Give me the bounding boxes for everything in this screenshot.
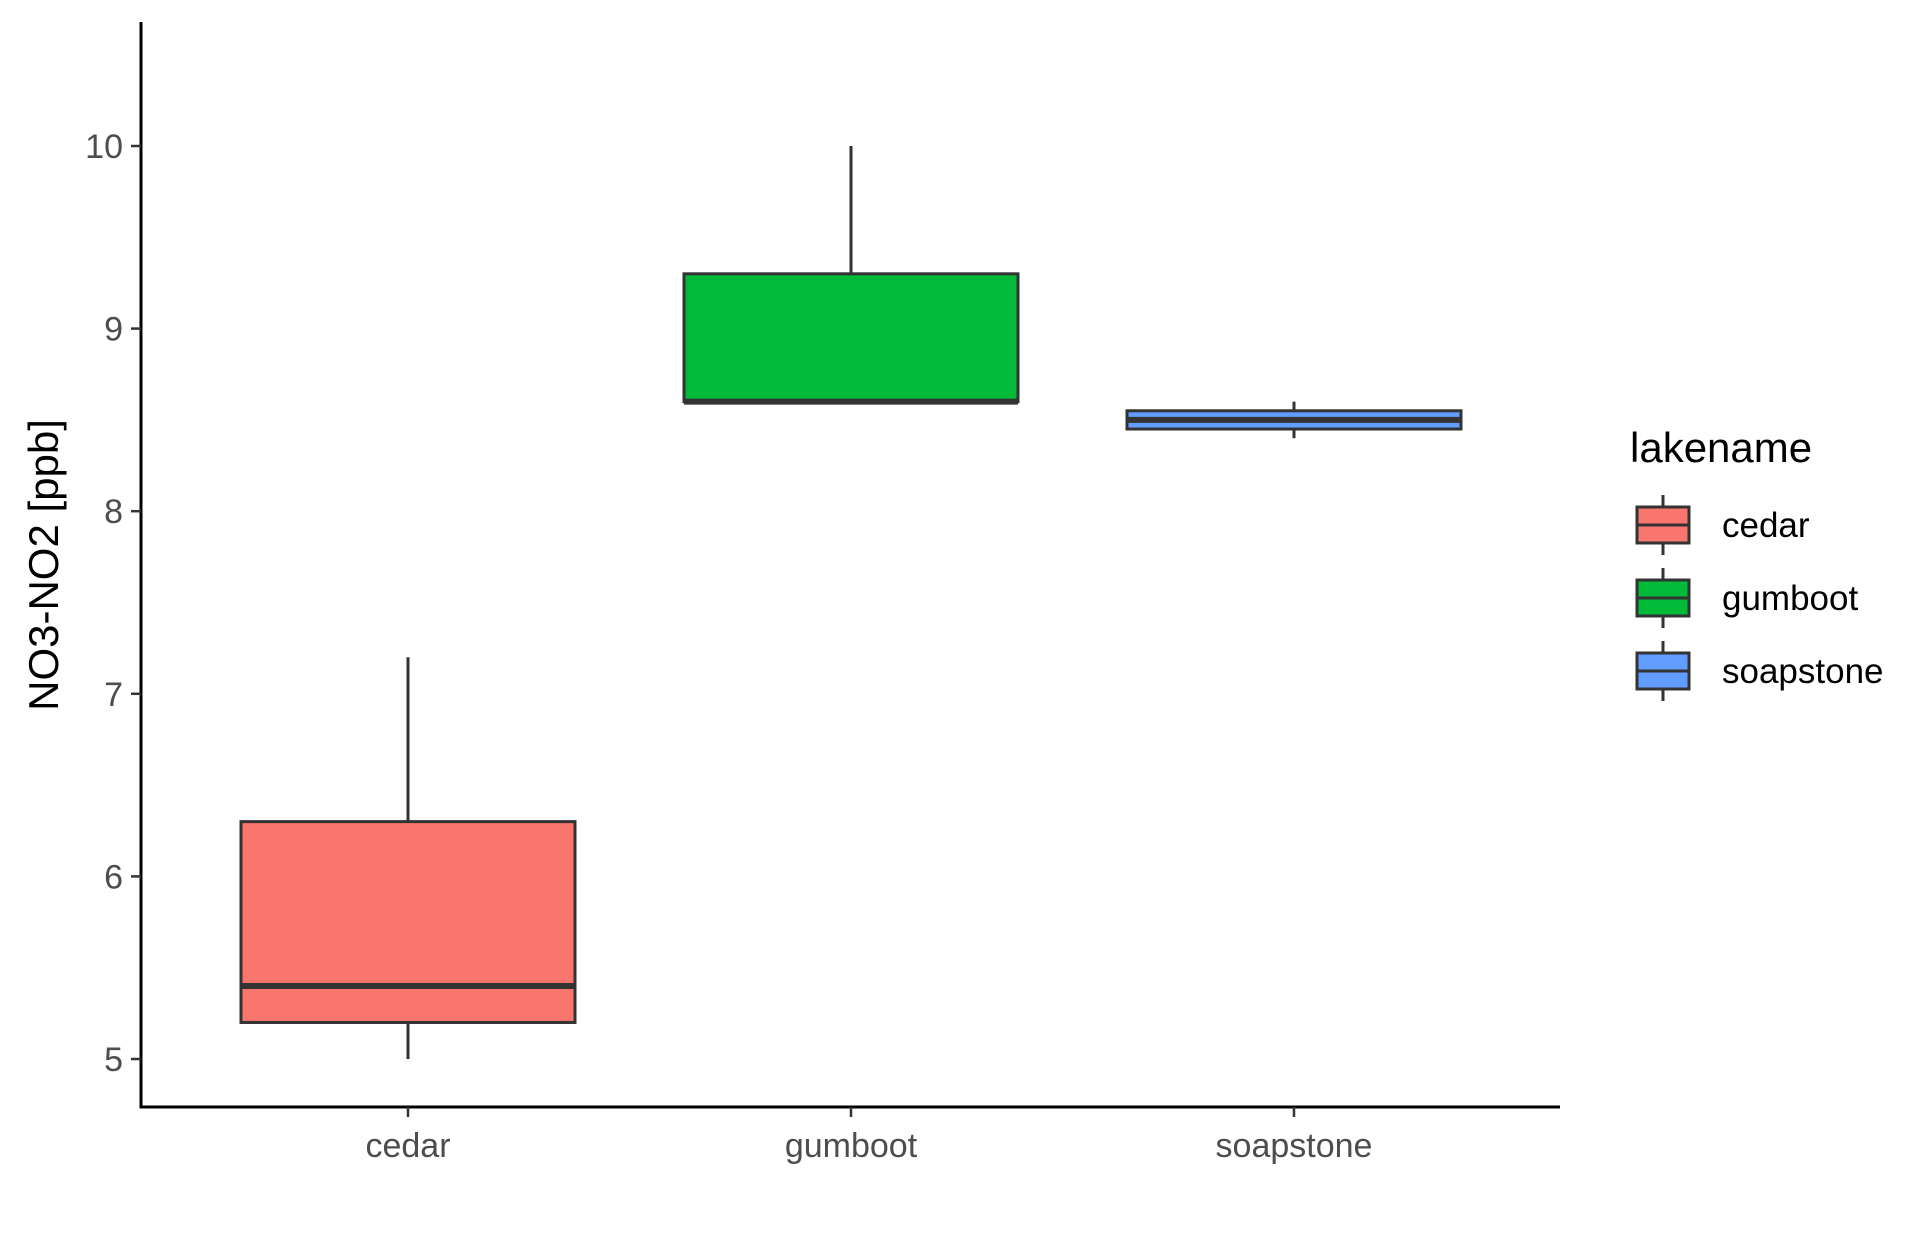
y-tick-label: 6 xyxy=(104,858,123,896)
legend-label: gumboot xyxy=(1722,579,1858,618)
y-axis-title: NO3-NO2 [ppb] xyxy=(20,419,67,711)
legend-item-cedar: cedar xyxy=(1635,495,1810,555)
x-tick-label: soapstone xyxy=(1216,1127,1373,1165)
legend-entries: cedar gumboot soapstone xyxy=(1635,495,1884,701)
x-tick-label: cedar xyxy=(365,1127,450,1165)
legend-item-soapstone: soapstone xyxy=(1635,641,1884,701)
box-body xyxy=(682,272,1020,404)
box-cedar xyxy=(239,657,577,1059)
legend-label: soapstone xyxy=(1722,652,1884,691)
x-ticks: cedar gumboot soapstone xyxy=(365,1107,1372,1165)
y-tick-label: 5 xyxy=(104,1041,123,1079)
box-body xyxy=(239,820,577,1024)
y-tick-label: 8 xyxy=(104,493,123,531)
y-tick-label: 10 xyxy=(85,128,123,166)
y-tick-label: 7 xyxy=(104,676,123,714)
y-tick-label: 9 xyxy=(104,311,123,349)
legend-label: cedar xyxy=(1722,506,1810,545)
box-gumboot xyxy=(682,146,1020,405)
boxes xyxy=(239,146,1463,1059)
y-ticks: 5 6 7 8 9 10 xyxy=(85,128,141,1079)
x-tick-label: gumboot xyxy=(785,1127,918,1165)
legend: lakename cedar gumboot soapstone xyxy=(1630,424,1884,701)
legend-item-gumboot: gumboot xyxy=(1635,568,1858,628)
box-soapstone xyxy=(1125,401,1463,439)
legend-title: lakename xyxy=(1630,424,1812,471)
